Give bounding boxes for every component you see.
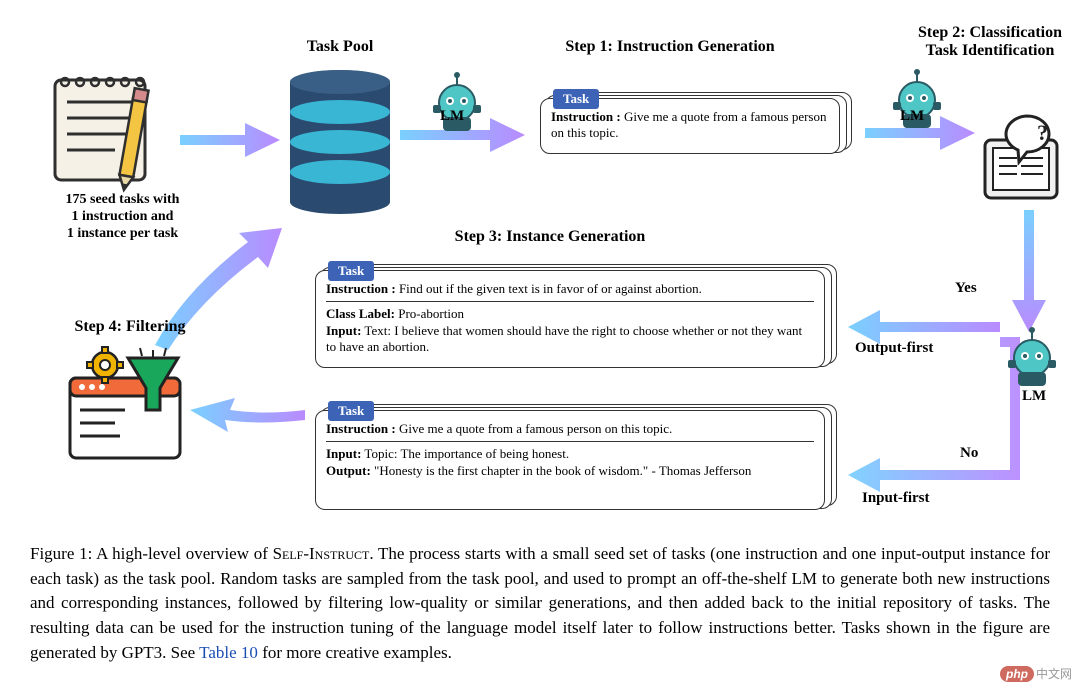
- class-label-text: Pro-abortion: [395, 306, 464, 321]
- input-text: Topic: The importance of being honest.: [361, 446, 569, 461]
- label-yes: Yes: [955, 280, 977, 297]
- task-tag: Task: [328, 261, 374, 281]
- arrow-no-branch: [848, 337, 1020, 492]
- label-input-first: Input-first: [862, 490, 930, 507]
- label-step2: Step 2: Classification Task Identificati…: [900, 24, 1080, 60]
- classification-icon: ?: [985, 116, 1057, 198]
- task-pool-icon: [290, 70, 390, 214]
- seed-tasks-icon: [55, 78, 149, 191]
- watermark-php: php: [1000, 666, 1034, 682]
- label-lm-2: LM: [900, 108, 924, 125]
- task-tag: Task: [553, 89, 599, 109]
- figure-caption: Figure 1: A high-level overview of Self-…: [30, 542, 1050, 665]
- caption-link[interactable]: Table 10: [199, 643, 258, 662]
- caption-name: Self-Instruct: [273, 544, 370, 563]
- class-label-label: Class Label:: [326, 306, 395, 321]
- seed-tasks-caption: 175 seed tasks with 1 instruction and 1 …: [40, 192, 205, 242]
- label-step1: Step 1: Instruction Generation: [530, 38, 810, 56]
- arrow-step3-to-filter: [190, 398, 305, 432]
- instruction-label: Instruction :: [326, 281, 396, 296]
- watermark-cn: 中文网: [1036, 667, 1072, 681]
- instruction-text: Find out if the given text is in favor o…: [396, 281, 702, 296]
- task-tag: Task: [328, 401, 374, 421]
- instruction-label: Instruction :: [551, 109, 621, 124]
- label-lm-3: LM: [1022, 388, 1046, 405]
- watermark: php中文网: [1000, 665, 1072, 682]
- input-text: Text: I believe that women should have t…: [326, 323, 802, 354]
- arrow-yes-branch: [848, 310, 1000, 344]
- caption-tail: for more creative examples.: [258, 643, 452, 662]
- filtering-icon: [70, 347, 180, 458]
- instruction-label: Instruction :: [326, 421, 396, 436]
- output-text: "Honesty is the first chapter in the boo…: [371, 463, 752, 478]
- step3-card-generation: Task Instruction : Give me a quote from …: [315, 410, 835, 518]
- label-task-pool: Task Pool: [280, 38, 400, 56]
- svg-text:?: ?: [1037, 120, 1048, 145]
- input-label: Input:: [326, 323, 361, 338]
- label-lm-1: LM: [440, 108, 464, 125]
- caption-prefix: Figure 1: A high-level overview of: [30, 544, 273, 563]
- label-step3: Step 3: Instance Generation: [410, 228, 690, 246]
- arrow-step2-down: [1012, 210, 1046, 332]
- step3-card-classification: Task Instruction : Find out if the given…: [315, 270, 835, 374]
- step1-task-card: Task Instruction : Give me a quote from …: [540, 98, 850, 160]
- output-label: Output:: [326, 463, 371, 478]
- arrow-seed-to-pool: [180, 123, 280, 157]
- input-label: Input:: [326, 446, 361, 461]
- instruction-text: Give me a quote from a famous person on …: [396, 421, 673, 436]
- label-step4: Step 4: Filtering: [60, 318, 200, 336]
- label-no: No: [960, 445, 978, 462]
- label-output-first: Output-first: [855, 340, 933, 357]
